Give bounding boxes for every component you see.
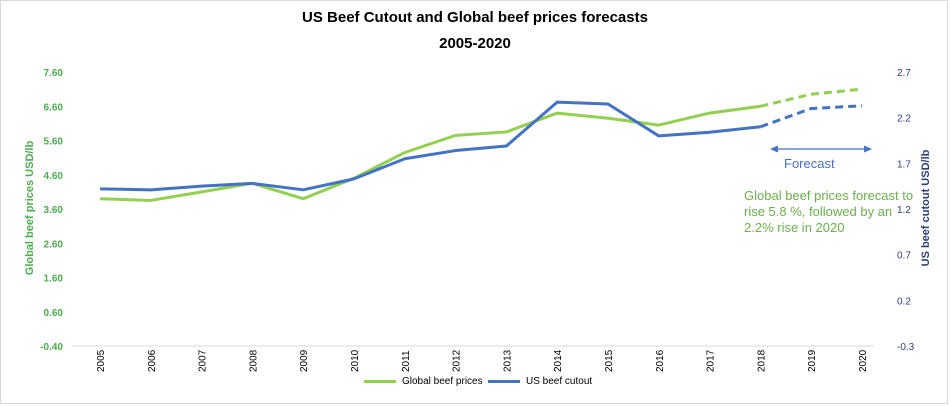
left-tick-label: 4.60 bbox=[44, 171, 64, 182]
legend-label-us: US beef cutout bbox=[526, 376, 593, 387]
x-tick-label: 2014 bbox=[553, 349, 564, 372]
left-tick-label: 0.60 bbox=[44, 308, 64, 319]
left-tick-label: 5.60 bbox=[44, 137, 64, 148]
right-tick-label: 0.2 bbox=[897, 296, 911, 307]
x-tick-label: 2006 bbox=[147, 349, 158, 372]
x-tick-label: 2011 bbox=[401, 350, 412, 372]
forecast-label: Forecast bbox=[784, 156, 835, 171]
x-tick-label: 2017 bbox=[706, 349, 717, 372]
right-tick-label: 1.7 bbox=[897, 159, 911, 170]
forecast-arrow-right-head bbox=[864, 145, 872, 153]
x-tick-label: 2007 bbox=[198, 349, 209, 372]
right-tick-label: -0.3 bbox=[897, 342, 915, 353]
x-tick-label: 2010 bbox=[350, 349, 361, 372]
x-tick-label: 2018 bbox=[756, 349, 767, 372]
x-tick-label: 2019 bbox=[807, 349, 818, 372]
legend-item-global: Global beef prices bbox=[364, 376, 483, 387]
global-price-forecast-line bbox=[760, 87, 863, 108]
left-tick-label: -0.40 bbox=[40, 342, 63, 353]
x-tick-label: 2013 bbox=[502, 349, 513, 372]
us-cutout-line bbox=[99, 100, 761, 192]
left-tick-label: 7.60 bbox=[44, 68, 64, 79]
forecast-arrow-left-head bbox=[770, 145, 778, 153]
legend-swatch-global bbox=[364, 380, 396, 383]
left-tick-label: 3.60 bbox=[44, 205, 64, 216]
legend-swatch-us bbox=[488, 380, 520, 383]
right-tick-label: 0.7 bbox=[897, 251, 911, 262]
left-axis-title: Global beef prices USD/lb bbox=[24, 140, 36, 275]
right-axis-title: US beef cutout USD/lb bbox=[920, 149, 932, 266]
legend-label-global: Global beef prices bbox=[402, 376, 483, 387]
x-tick-label: 2015 bbox=[604, 349, 615, 372]
forecast-note: Global beef prices forecast to rise 5.8 … bbox=[744, 188, 914, 235]
left-tick-label: 1.60 bbox=[44, 274, 64, 285]
x-tick-label: 2012 bbox=[452, 349, 463, 372]
x-tick-label: 2016 bbox=[655, 349, 666, 372]
x-tick-label: 2020 bbox=[858, 349, 869, 372]
right-tick-label: 2.7 bbox=[897, 68, 911, 79]
us-cutout-forecast-line bbox=[759, 104, 863, 129]
x-tick-label: 2009 bbox=[299, 349, 310, 372]
global-price-line bbox=[99, 104, 761, 202]
left-tick-label: 6.60 bbox=[44, 102, 64, 113]
right-tick-label: 2.2 bbox=[897, 114, 911, 125]
x-tick-label: 2008 bbox=[248, 349, 259, 372]
legend-item-us: US beef cutout bbox=[488, 376, 592, 387]
chart-subtitle: 2005-2020 bbox=[439, 35, 511, 52]
x-tick-label: 2005 bbox=[96, 349, 107, 372]
left-tick-label: 2.60 bbox=[44, 239, 64, 250]
chart-title: US Beef Cutout and Global beef prices fo… bbox=[302, 9, 648, 26]
right-tick-label: 1.2 bbox=[897, 205, 911, 216]
